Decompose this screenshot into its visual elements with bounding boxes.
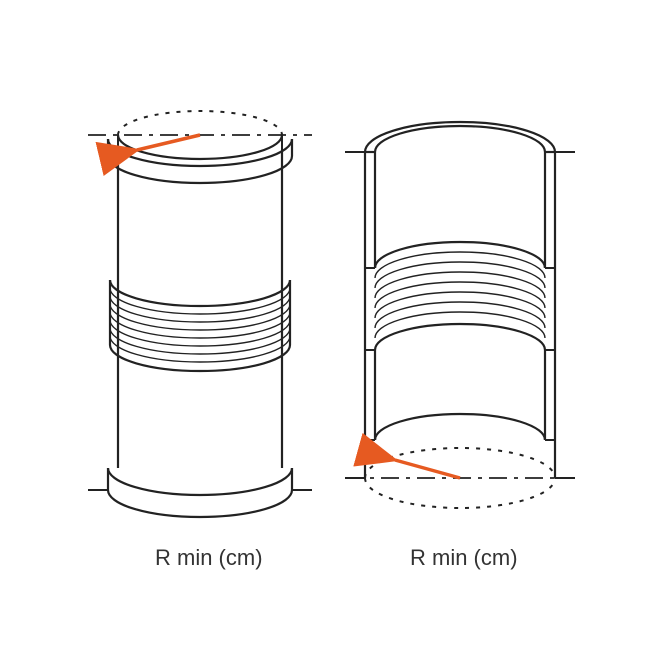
left-label: R min (cm)	[155, 545, 263, 571]
right-cylinder	[345, 122, 575, 508]
right-radius-arrow	[395, 460, 460, 478]
right-bottom-front	[365, 478, 555, 508]
left-top-outer-arc	[108, 139, 292, 166]
diagram-canvas: R min (cm) R min (cm)	[0, 0, 650, 650]
left-radius-arrow	[137, 135, 200, 150]
diagram-svg	[0, 0, 650, 650]
right-label: R min (cm)	[410, 545, 518, 571]
left-top-back-arc	[118, 111, 282, 135]
right-bottom-back	[365, 448, 555, 478]
right-bottom-inner	[375, 414, 545, 440]
left-cylinder	[88, 111, 312, 517]
